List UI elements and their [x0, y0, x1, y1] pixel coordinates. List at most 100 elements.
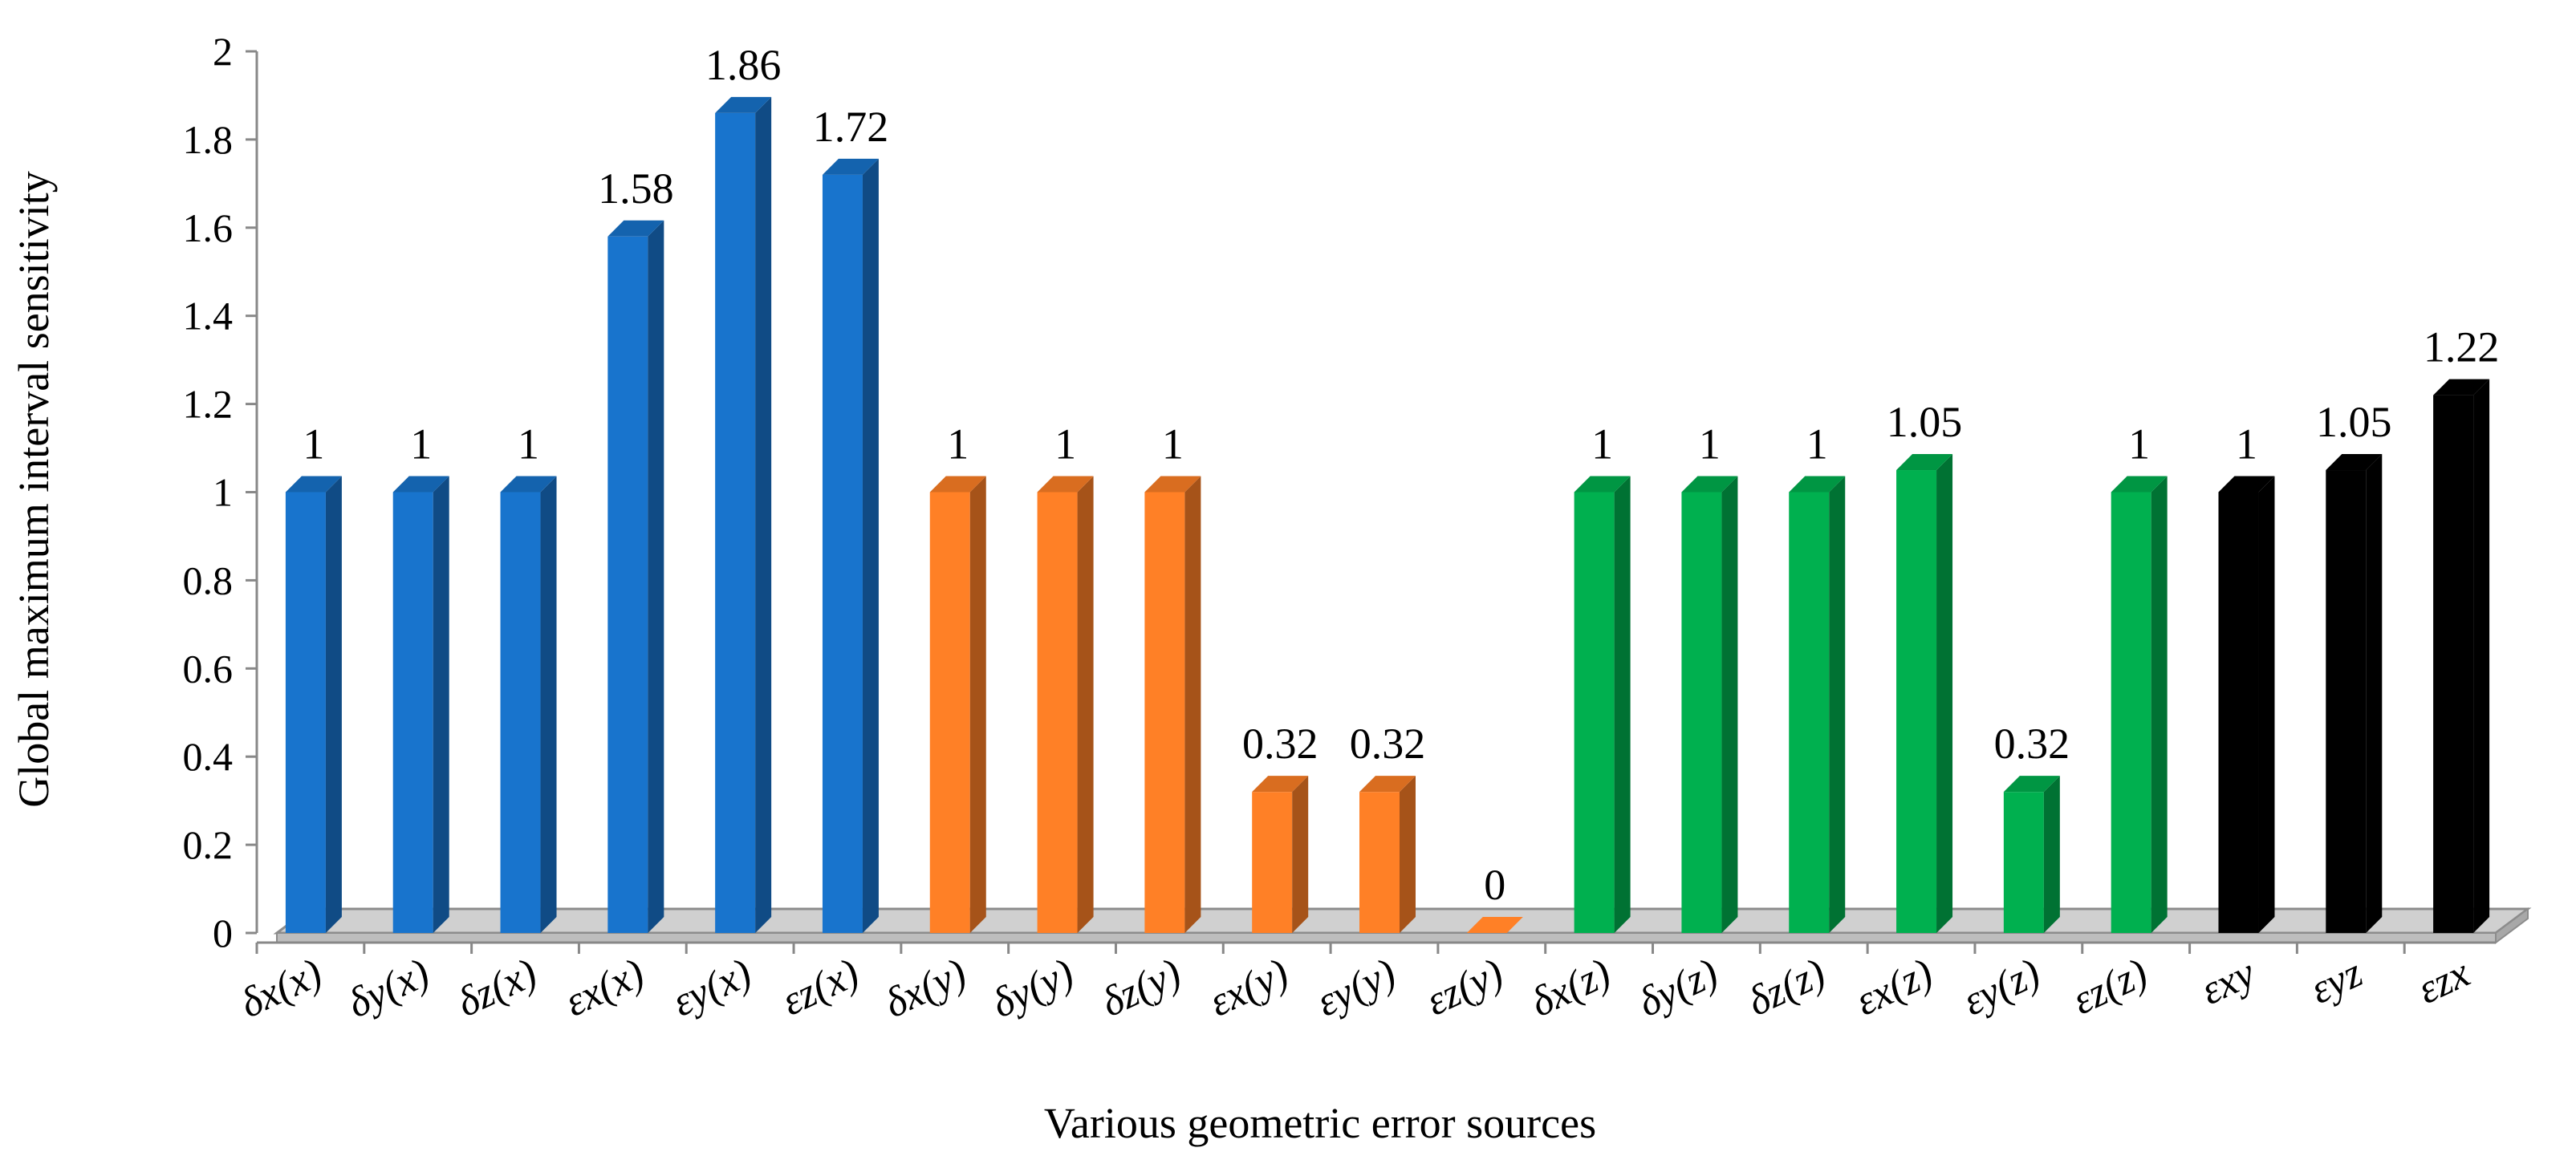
- x-axis-labels: δx(x) δy(x) δz(x) εx(x) εy(x) εz(x) δx(y) δy(y)…: [234, 943, 2476, 1027]
- bar-top: [1359, 776, 1416, 793]
- data-label: 1: [2128, 420, 2150, 468]
- x-tick-label: εz(x): [775, 950, 866, 1024]
- chart-floor-front-edge: [276, 932, 2497, 943]
- data-label: 1: [1162, 420, 1184, 468]
- data-label: 1: [410, 420, 432, 468]
- y-tick-label: 0.6: [183, 646, 234, 691]
- bar-front: [715, 112, 756, 933]
- bar-front: [2003, 792, 2044, 933]
- data-label: 0.32: [1350, 720, 1426, 768]
- bar-top: [929, 476, 986, 493]
- bar-side: [540, 476, 557, 933]
- x-tick-label: εz(z): [2066, 950, 2155, 1024]
- data-label: 1.72: [813, 103, 889, 151]
- x-tick-label: εy(z): [1956, 950, 2047, 1024]
- bar-top: [500, 476, 557, 493]
- x-tick-label: εx(y): [1202, 950, 1295, 1025]
- bar-top: [2003, 776, 2060, 793]
- bar: [929, 476, 986, 933]
- y-tick-label: 1.2: [183, 382, 234, 427]
- x-tick-label: δz(x): [450, 950, 544, 1026]
- bar-top: [1681, 476, 1738, 493]
- y-axis-title: Global maximum interval sensitivity: [10, 171, 58, 807]
- bar: [607, 220, 664, 933]
- bar: [1681, 476, 1738, 933]
- x-tick-label: εx(x): [559, 950, 652, 1025]
- x-tick-label: δy(x): [341, 950, 437, 1027]
- data-label: 1: [1806, 420, 1828, 468]
- bar-side: [1400, 776, 1416, 933]
- bar-side: [969, 476, 986, 933]
- bar-side: [2151, 476, 2168, 933]
- x-tick-label: εy(y): [1310, 950, 1403, 1025]
- y-tick-label: 1.6: [183, 205, 234, 250]
- bar-front: [607, 236, 648, 933]
- bar: [2218, 476, 2275, 933]
- bar: [1037, 476, 1094, 933]
- data-label: 1.05: [2316, 398, 2392, 446]
- bar-front: [285, 492, 326, 933]
- bar-top: [1037, 476, 1094, 493]
- bar-side: [1292, 776, 1309, 933]
- data-label: 0: [1484, 861, 1505, 909]
- x-tick-label: δx(y): [878, 950, 973, 1027]
- bar-front: [500, 492, 541, 933]
- bar-top: [1896, 454, 1953, 471]
- bar-top: [2218, 476, 2275, 493]
- bar: [2326, 454, 2383, 933]
- bar-top: [607, 220, 664, 237]
- x-tick-label: δy(z): [1631, 950, 1725, 1026]
- bar-top: [1252, 776, 1309, 793]
- x-tick-label: δy(y): [985, 950, 1080, 1027]
- y-tick-label: 0.2: [183, 822, 234, 867]
- bar-front: [1681, 492, 1722, 933]
- bar-series: [285, 96, 2490, 934]
- bar-top: [2326, 454, 2383, 471]
- y-tick-label: 0: [213, 911, 233, 955]
- x-tick-label: δx(x): [234, 950, 329, 1027]
- x-tick-label: εyz: [2303, 950, 2369, 1013]
- x-tick-label: δz(y): [1095, 950, 1188, 1026]
- bar-top: [2433, 379, 2490, 395]
- data-label: 1: [1054, 420, 1076, 468]
- bar-front: [1252, 792, 1293, 933]
- y-tick-label: 0.4: [183, 734, 234, 779]
- bar: [1466, 917, 1523, 933]
- x-tick-label: εy(x): [665, 950, 758, 1025]
- y-tick-label: 2: [213, 29, 233, 74]
- bar-top: [392, 476, 449, 493]
- bar-side: [1721, 476, 1738, 933]
- y-tick-label: 1.4: [183, 294, 234, 339]
- bar: [1359, 776, 1416, 933]
- bar-front: [2326, 470, 2367, 933]
- bar-side: [1614, 476, 1631, 933]
- bar: [2111, 476, 2168, 933]
- bar-side: [1936, 454, 1953, 933]
- x-tick-label: εzx: [2411, 950, 2476, 1013]
- bar: [500, 476, 557, 933]
- data-label: 1.58: [598, 164, 674, 213]
- data-label: 0.32: [1994, 720, 2070, 768]
- x-tick-label: δx(z): [1524, 950, 1618, 1026]
- data-label: 0.32: [1242, 720, 1318, 768]
- y-tick-label: 1: [213, 470, 233, 515]
- data-label: 1.05: [1887, 398, 1963, 446]
- bar: [1574, 476, 1631, 933]
- data-label: 1: [303, 420, 324, 468]
- bar-side: [433, 476, 449, 933]
- x-tick-label: δz(z): [1741, 950, 1832, 1025]
- bar-side: [1829, 476, 1846, 933]
- y-tick-label: 1.8: [183, 117, 234, 162]
- data-label: 1: [518, 420, 539, 468]
- bar: [2003, 776, 2060, 933]
- bar: [2433, 379, 2490, 933]
- bar-top: [822, 158, 879, 175]
- data-label: 1.22: [2424, 323, 2500, 371]
- data-label: 1: [1591, 420, 1613, 468]
- bar-top: [1574, 476, 1631, 493]
- bar-side: [862, 158, 879, 934]
- bar: [1896, 454, 1953, 933]
- bar: [822, 158, 879, 934]
- bar-top: [1144, 476, 1201, 493]
- bar: [285, 476, 342, 933]
